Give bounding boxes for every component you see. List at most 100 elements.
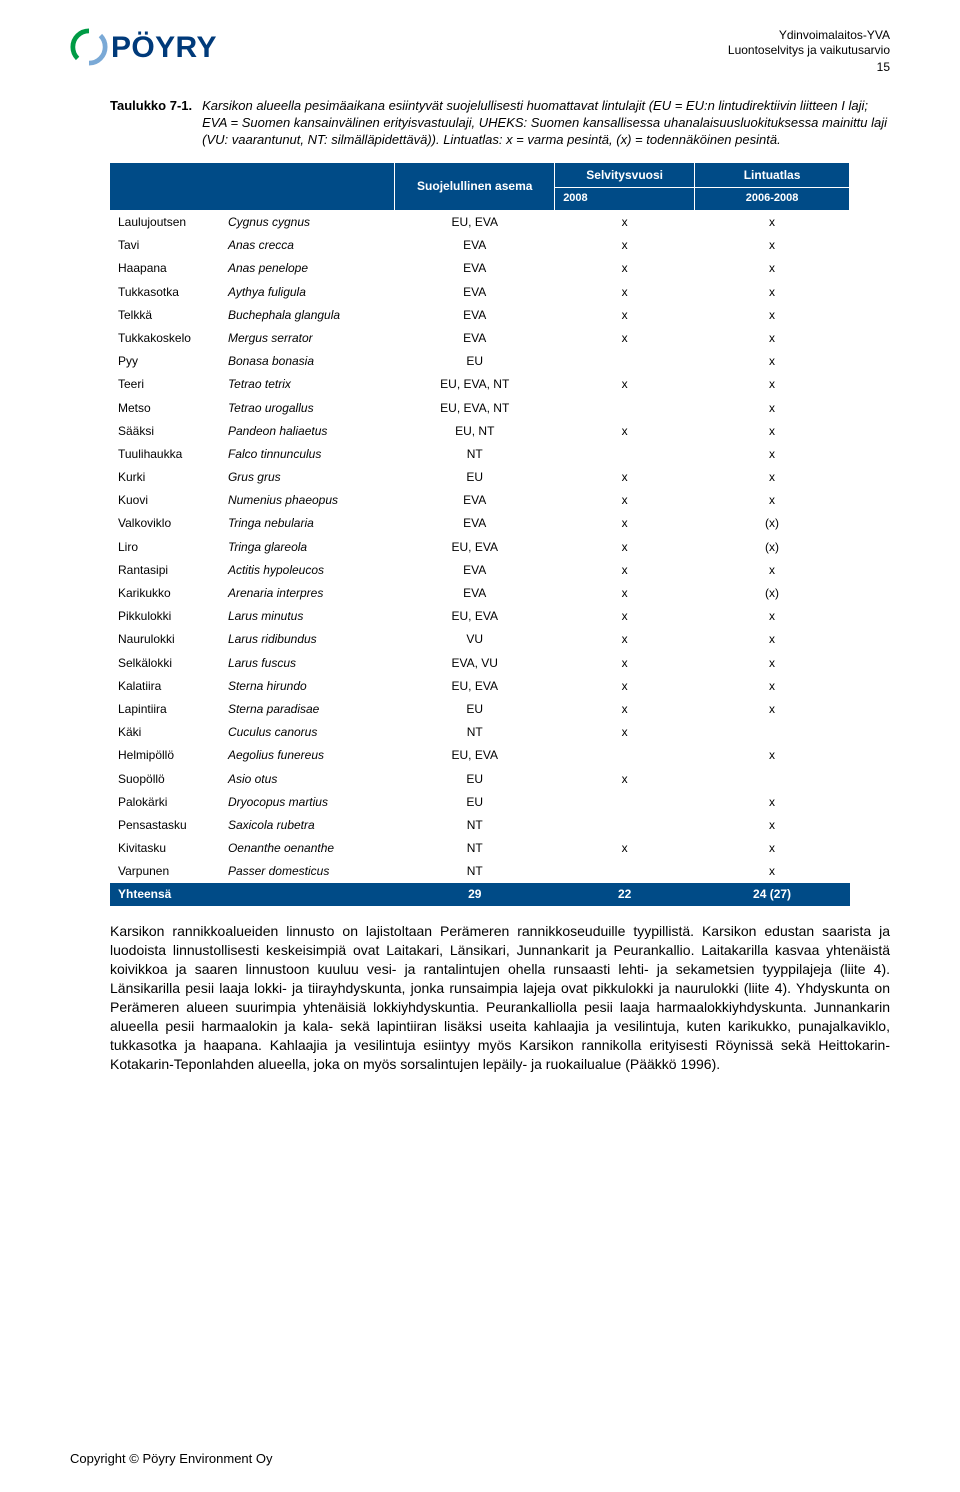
cell-sci: Larus ridibundus bbox=[220, 628, 395, 651]
cell-sci: Larus fuscus bbox=[220, 651, 395, 674]
cell-status: EVA bbox=[395, 257, 555, 280]
total-status: 29 bbox=[395, 883, 555, 906]
cell-fi: Naurulokki bbox=[110, 628, 220, 651]
cell-year bbox=[555, 860, 695, 883]
cell-year: x bbox=[555, 303, 695, 326]
cell-status: EVA bbox=[395, 280, 555, 303]
cell-year: x bbox=[555, 210, 695, 234]
cell-fi: Tukkasotka bbox=[110, 280, 220, 303]
cell-sci: Cuculus canorus bbox=[220, 721, 395, 744]
cell-sci: Larus minutus bbox=[220, 605, 395, 628]
cell-year: x bbox=[555, 628, 695, 651]
cell-sci: Falco tinnunculus bbox=[220, 442, 395, 465]
table-row: PikkulokkiLarus minutusEU, EVAxx bbox=[110, 605, 850, 628]
cell-fi: Pikkulokki bbox=[110, 605, 220, 628]
cell-sci: Actitis hypoleucos bbox=[220, 558, 395, 581]
table-row: VarpunenPasser domesticusNTx bbox=[110, 860, 850, 883]
cell-fi: Varpunen bbox=[110, 860, 220, 883]
cell-fi: Kivitasku bbox=[110, 837, 220, 860]
cell-status: EU, EVA bbox=[395, 535, 555, 558]
logo: PÖYRY bbox=[70, 28, 217, 66]
cell-fi: Selkälokki bbox=[110, 651, 220, 674]
cell-fi: Pensastasku bbox=[110, 813, 220, 836]
cell-fi: Helmipöllö bbox=[110, 744, 220, 767]
cell-year bbox=[555, 813, 695, 836]
table-row: SääksiPandeon haliaetusEU, NTxx bbox=[110, 419, 850, 442]
cell-sci: Sterna paradisae bbox=[220, 697, 395, 720]
cell-atlas: x bbox=[695, 651, 850, 674]
cell-atlas bbox=[695, 767, 850, 790]
cell-status: EU bbox=[395, 767, 555, 790]
cell-atlas: x bbox=[695, 466, 850, 489]
cell-fi: Kurki bbox=[110, 466, 220, 489]
cell-fi: Käki bbox=[110, 721, 220, 744]
cell-year: x bbox=[555, 280, 695, 303]
page-header: PÖYRY Ydinvoimalaitos-YVA Luontoselvitys… bbox=[70, 28, 890, 75]
cell-status: NT bbox=[395, 721, 555, 744]
table-row: LapintiiraSterna paradisaeEUxx bbox=[110, 697, 850, 720]
table-row: KurkiGrus grusEUxx bbox=[110, 466, 850, 489]
cell-atlas: (x) bbox=[695, 512, 850, 535]
cell-status: EU bbox=[395, 790, 555, 813]
cell-status: NT bbox=[395, 813, 555, 836]
cell-sci: Tringa nebularia bbox=[220, 512, 395, 535]
cell-atlas: x bbox=[695, 860, 850, 883]
cell-fi: Telkkä bbox=[110, 303, 220, 326]
cell-year bbox=[555, 744, 695, 767]
cell-sci: Asio otus bbox=[220, 767, 395, 790]
cell-status: NT bbox=[395, 837, 555, 860]
cell-status: EU bbox=[395, 350, 555, 373]
table-row: HelmipöllöAegolius funereusEU, EVAx bbox=[110, 744, 850, 767]
table-row: SelkälokkiLarus fuscusEVA, VUxx bbox=[110, 651, 850, 674]
cell-sci: Passer domesticus bbox=[220, 860, 395, 883]
cell-fi: Haapana bbox=[110, 257, 220, 280]
cell-sci: Cygnus cygnus bbox=[220, 210, 395, 234]
cell-year bbox=[555, 396, 695, 419]
cell-sci: Anas penelope bbox=[220, 257, 395, 280]
cell-fi: Liro bbox=[110, 535, 220, 558]
cell-status: EU, NT bbox=[395, 419, 555, 442]
th-year2: 2006-2008 bbox=[695, 187, 850, 210]
cell-atlas: x bbox=[695, 697, 850, 720]
th-year1: 2008 bbox=[555, 187, 695, 210]
cell-year: x bbox=[555, 419, 695, 442]
cell-year: x bbox=[555, 767, 695, 790]
cell-status: EU bbox=[395, 466, 555, 489]
cell-sci: Dryocopus martius bbox=[220, 790, 395, 813]
cell-fi: Suopöllö bbox=[110, 767, 220, 790]
cell-atlas: x bbox=[695, 257, 850, 280]
caption-body: Karsikon alueella pesimäaikana esiintyvä… bbox=[202, 97, 890, 148]
cell-fi: Karikukko bbox=[110, 582, 220, 605]
cell-status: EVA, VU bbox=[395, 651, 555, 674]
table-row: NaurulokkiLarus ridibundusVUxx bbox=[110, 628, 850, 651]
cell-sci: Anas crecca bbox=[220, 234, 395, 257]
cell-year: x bbox=[555, 257, 695, 280]
cell-status: VU bbox=[395, 628, 555, 651]
cell-year bbox=[555, 350, 695, 373]
cell-atlas: x bbox=[695, 442, 850, 465]
poyry-logo-icon bbox=[70, 28, 108, 66]
cell-year bbox=[555, 790, 695, 813]
cell-fi: Pyy bbox=[110, 350, 220, 373]
body-paragraph: Karsikon rannikkoalueiden linnusto on la… bbox=[110, 922, 890, 1074]
cell-year: x bbox=[555, 605, 695, 628]
table-row: HaapanaAnas penelopeEVAxx bbox=[110, 257, 850, 280]
cell-fi: Sääksi bbox=[110, 419, 220, 442]
header-meta: Ydinvoimalaitos-YVA Luontoselvitys ja va… bbox=[728, 28, 890, 75]
table-row: SuopöllöAsio otusEUx bbox=[110, 767, 850, 790]
table-row: KäkiCuculus canorusNTx bbox=[110, 721, 850, 744]
table-row: TelkkäBuchephala glangulaEVAxx bbox=[110, 303, 850, 326]
cell-sci: Tetrao urogallus bbox=[220, 396, 395, 419]
cell-sci: Aythya fuligula bbox=[220, 280, 395, 303]
cell-fi: Tavi bbox=[110, 234, 220, 257]
table-row: PyyBonasa bonasiaEUx bbox=[110, 350, 850, 373]
table-caption: Taulukko 7-1. Karsikon alueella pesimäai… bbox=[110, 97, 890, 148]
cell-year: x bbox=[555, 466, 695, 489]
table-row: KarikukkoArenaria interpresEVAx(x) bbox=[110, 582, 850, 605]
cell-atlas: (x) bbox=[695, 535, 850, 558]
cell-atlas: x bbox=[695, 234, 850, 257]
total-year: 22 bbox=[555, 883, 695, 906]
table-row: PensastaskuSaxicola rubetraNTx bbox=[110, 813, 850, 836]
table-row: KivitaskuOenanthe oenantheNTxx bbox=[110, 837, 850, 860]
total-atlas: 24 (27) bbox=[695, 883, 850, 906]
